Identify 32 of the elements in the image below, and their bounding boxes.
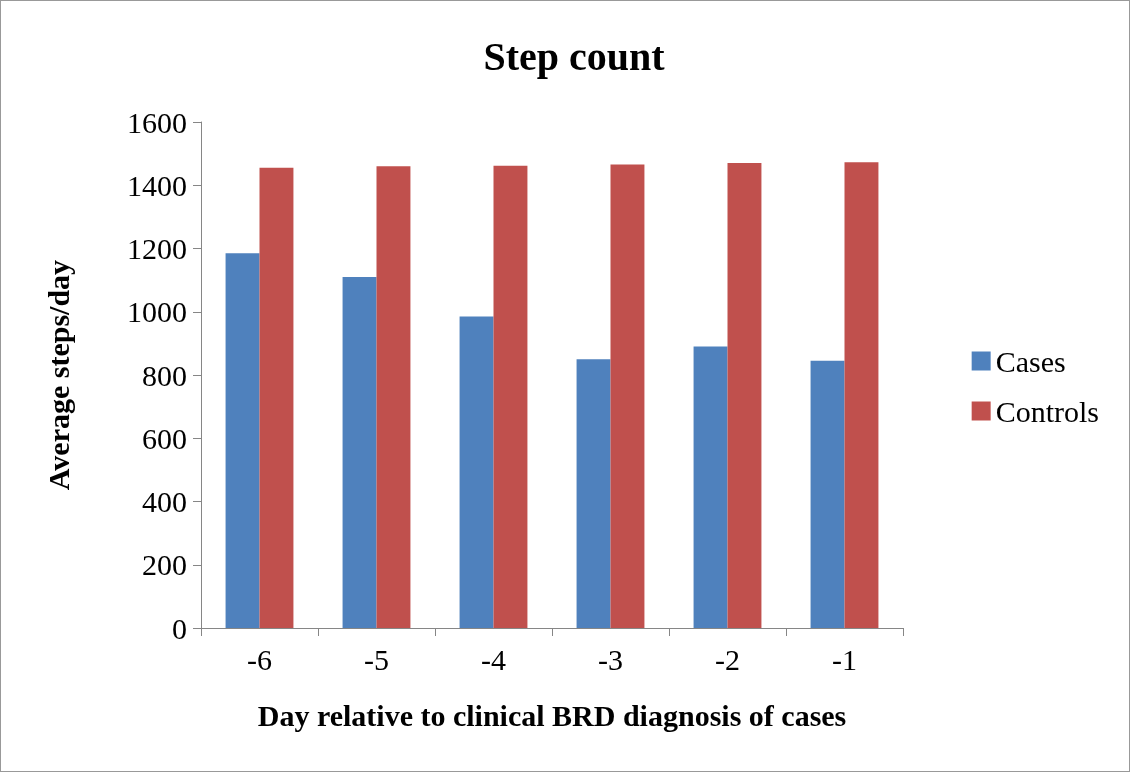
legend-label: Controls: [995, 394, 1100, 428]
x-tick-label: -3: [598, 642, 623, 676]
bar: [693, 346, 728, 628]
bar: [225, 253, 260, 628]
y-tick-label: 400: [142, 485, 187, 518]
y-tick-label: 600: [142, 421, 187, 455]
x-tick-label: -1: [832, 642, 857, 676]
x-axis-title: Day relative to clinical BRD diagnosis of cases: [257, 698, 847, 732]
y-axis-title: Average steps/day: [41, 259, 75, 491]
y-tick-label: 1200: [127, 232, 187, 265]
y-tick-label: 1600: [127, 105, 187, 139]
y-tick-label: 0: [172, 611, 187, 645]
y-tick-label: 800: [142, 358, 187, 392]
x-tick-label: -5: [364, 642, 389, 676]
bar: [610, 164, 645, 628]
x-tick-label: -4: [481, 642, 506, 676]
y-tick-label: 1000: [127, 295, 187, 329]
bar: [810, 360, 845, 628]
bar: [576, 359, 611, 628]
bar: [493, 165, 528, 628]
bar: [459, 316, 494, 628]
legend-label: Cases: [995, 344, 1066, 378]
x-tick-label: -2: [715, 642, 740, 676]
bar: [376, 166, 411, 628]
chart-title: Step count: [483, 33, 666, 79]
bar: [844, 162, 879, 628]
y-tick-label: 200: [142, 548, 187, 582]
y-tick-label: 1400: [127, 168, 187, 202]
x-tick-label: -6: [247, 642, 272, 676]
bar: [727, 163, 762, 628]
bar: [342, 276, 377, 628]
bar: [259, 167, 294, 628]
